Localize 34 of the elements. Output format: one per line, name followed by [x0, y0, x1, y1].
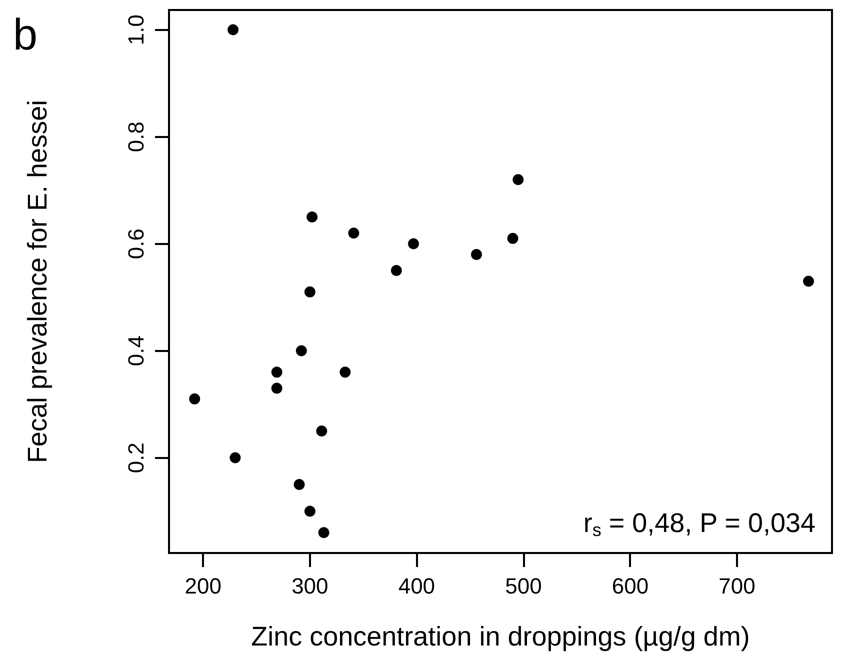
point [296, 345, 307, 356]
point [304, 286, 316, 298]
x-tick-label: 500 [505, 574, 542, 598]
point [316, 426, 328, 437]
x-axis-title: Zinc concentration in droppings (µg/g dm) [251, 622, 750, 652]
point [230, 452, 241, 464]
point [318, 527, 330, 538]
x-tick-label: 600 [612, 574, 649, 598]
point [348, 228, 360, 239]
x-tick-label: 200 [184, 574, 222, 598]
y-tick-label: 0.8 [124, 121, 148, 152]
y-tick-label: 1.0 [124, 14, 148, 46]
y-axis-title: Fecal prevalence for E. hessei [22, 100, 52, 464]
x-tick-label: 400 [398, 574, 436, 598]
point [512, 174, 524, 186]
point [507, 232, 518, 244]
y-tick-label: 0.4 [124, 335, 148, 366]
point [294, 479, 305, 490]
y-tick-label: 0.6 [124, 228, 148, 260]
point [304, 506, 316, 517]
y-tick-label: 0.2 [124, 442, 148, 474]
point [189, 393, 200, 404]
point [408, 238, 419, 250]
point [390, 265, 402, 276]
point [803, 276, 814, 287]
point [271, 366, 282, 378]
point [271, 382, 282, 394]
point [470, 248, 482, 260]
point [306, 212, 318, 223]
chart-title: b [13, 10, 38, 60]
x-tick-label: 300 [292, 574, 328, 598]
x-tick-label: 700 [718, 574, 756, 598]
point [340, 366, 351, 378]
point [228, 24, 239, 36]
